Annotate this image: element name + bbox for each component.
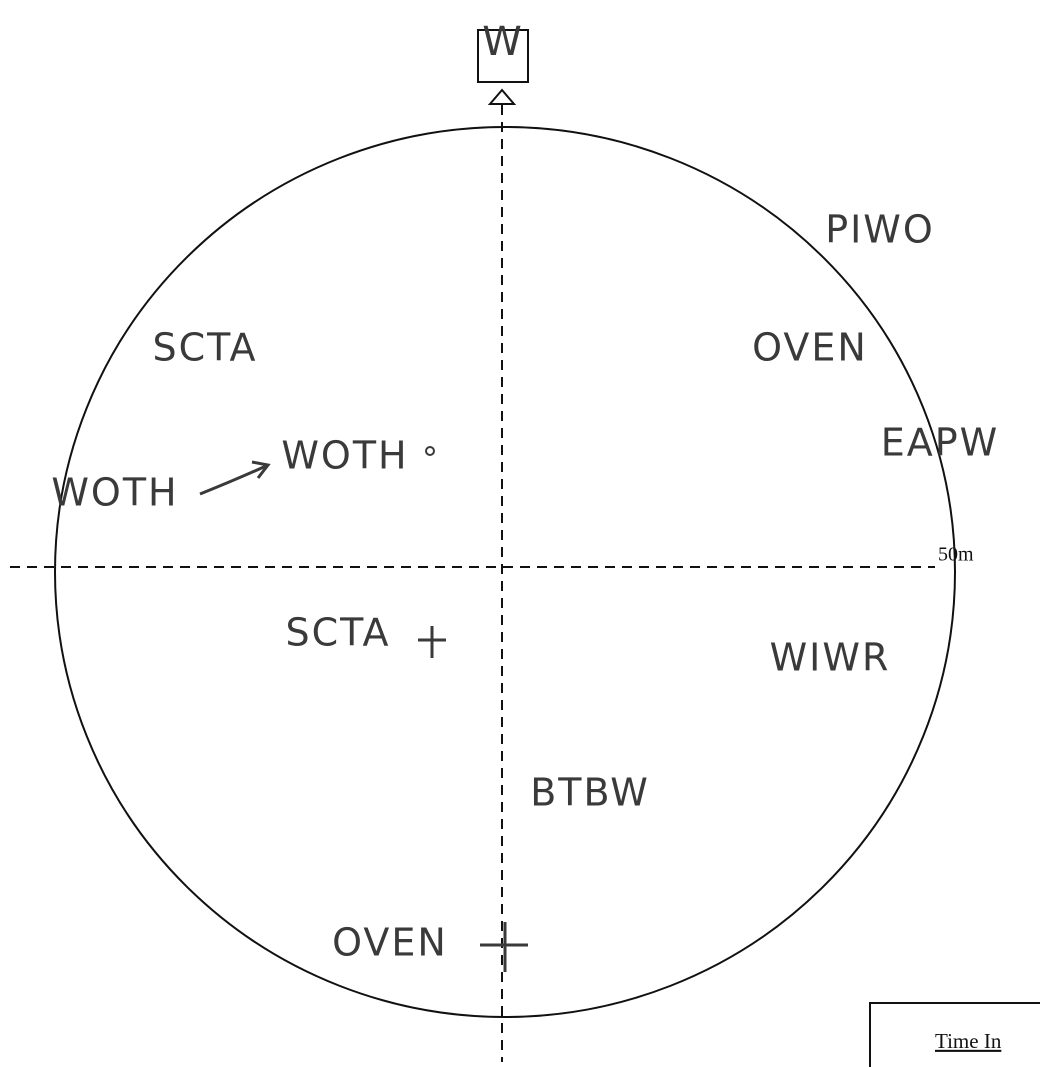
- plus-symbol: [480, 922, 528, 972]
- bird-label: WOTH: [281, 434, 408, 478]
- move-arrow: [199, 460, 271, 496]
- direction-arrow: [487, 88, 517, 105]
- scale-label: 50m: [938, 544, 974, 566]
- bird-label: OVEN: [332, 921, 448, 965]
- direction-box: [477, 29, 529, 83]
- bird-label: SCTA: [153, 326, 258, 370]
- bird-label: WOTH: [51, 471, 178, 515]
- dot-symbol: [425, 446, 435, 456]
- time-header: Time In: [935, 1029, 1002, 1053]
- bird-label: OVEN: [752, 326, 868, 370]
- time-table: [869, 1002, 1040, 1067]
- bird-label: PIWO: [825, 208, 935, 252]
- direction-label: W: [482, 19, 524, 65]
- bird-label: BTBW: [530, 771, 650, 815]
- bird-label: EAPW: [881, 421, 1000, 465]
- plot-circle: [54, 126, 956, 1018]
- bird-label: SCTA: [286, 611, 391, 655]
- plus-symbol: [418, 626, 446, 658]
- bird-label: WIWR: [770, 636, 891, 680]
